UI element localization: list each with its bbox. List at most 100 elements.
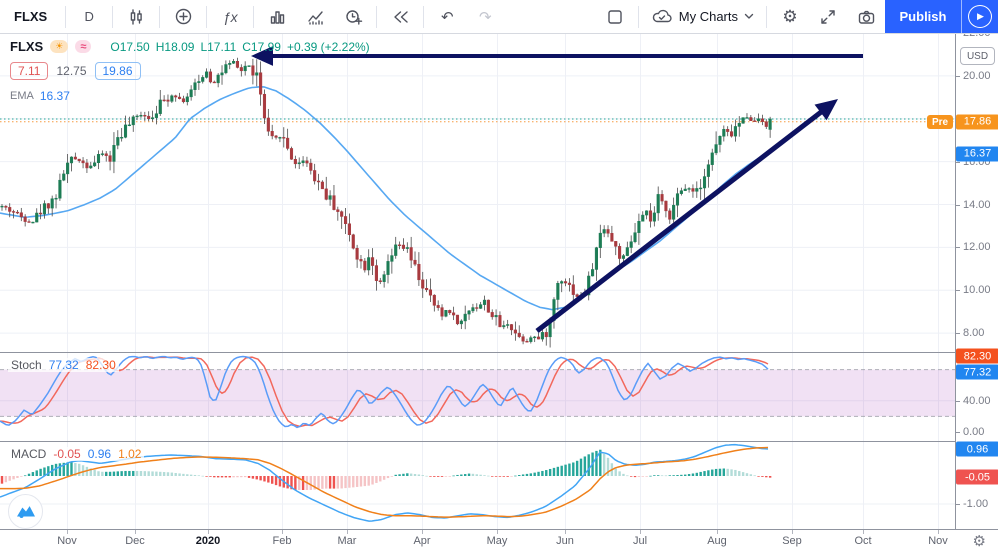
price-badge: -0.05 [956,469,998,485]
indicators-button[interactable]: ƒx [211,4,249,30]
time-tick [135,530,136,534]
redo-icon: ↷ [478,8,492,26]
forecast-button[interactable] [296,4,334,30]
time-tick [565,530,566,534]
my-charts-button[interactable]: My Charts [643,8,762,26]
price-badge: 16.37 [956,146,998,162]
stoch-k-value: 77.32 [48,358,79,372]
price-axis[interactable]: USD 22.0020.0016.0014.0012.0010.008.0040… [955,27,998,529]
toolbar-right-group: My Charts ⚙ Publish ▶ [596,0,998,33]
replay-icon [394,10,408,23]
range-mid-value: 12.75 [56,64,87,78]
undo-button[interactable]: ↶ [428,4,466,30]
time-label: Nov [57,535,77,547]
compare-plus-icon [175,8,191,25]
approx-data-icon: ≈ [75,40,92,53]
macd-signal-value: 1.02 [118,447,142,461]
price-tick-label: 14.00 [956,199,998,211]
ohlc-values: O17.50 H18.09 L17.11 C17.99 +0.39 (+2.22… [110,40,369,54]
settings-gear-icon: ⚙ [782,7,798,26]
separator [159,5,161,28]
change-value: +0.39 (+2.22%) [286,39,370,54]
currency-pill[interactable]: USD [960,47,995,65]
my-charts-label: My Charts [678,9,738,24]
legend-row-range: 7.11 12.75 19.86 [10,62,370,80]
low-value: L17.11 [200,39,237,54]
time-label: Sep [782,535,802,547]
range-low-box: 7.11 [10,62,49,80]
price-badge: 0.96 [956,441,998,457]
chart-style-button[interactable] [117,4,155,30]
ema-label[interactable]: EMA [10,90,34,102]
time-tick [422,530,423,534]
alert-button[interactable] [334,4,372,30]
time-tick [717,530,718,534]
fullscreen-button[interactable] [809,4,847,30]
replay-button[interactable] [381,4,419,30]
tradingview-logo[interactable] [8,494,43,529]
legend-symbol[interactable]: FLXS [10,39,44,54]
forecast-icon [308,10,323,25]
fullscreen-icon [821,9,835,24]
snapshot-button[interactable] [847,4,885,30]
cloud-check-icon [652,9,672,22]
price-tick-label: 8.00 [956,327,998,339]
macd-hist-value: -0.05 [53,447,81,461]
stoch-legend[interactable]: Stoch 77.32 82.30 [8,358,119,372]
macd-label: MACD [11,447,47,461]
publish-play-button[interactable]: ▶ [961,0,998,33]
time-label: Mar [337,535,357,547]
time-label: Jun [556,535,574,547]
time-tick [792,530,793,534]
price-badge: 77.32 [956,364,998,380]
separator [112,5,114,28]
macd-legend[interactable]: MACD -0.05 0.96 1.02 [8,447,145,461]
macd-line-value: 0.96 [87,447,112,461]
indicators-fx-icon: ƒx [222,8,238,25]
separator [206,5,208,28]
close-value: C17.99 [242,39,281,54]
candles-icon [130,8,143,25]
time-label: 2020 [195,535,221,547]
price-badge: 82.30 [956,348,998,364]
time-tick [67,530,68,534]
price-tick-label: -1.00 [956,498,998,510]
bar-templates-icon [271,10,285,24]
toolbar-left-group: FLXS D ƒx ↶ ↷ [0,0,504,33]
stoch-label: Stoch [11,358,42,372]
stoch-d-value: 82.30 [85,358,116,372]
compare-button[interactable] [164,4,202,30]
symbol-legend: FLXS ☀ ≈ O17.50 H18.09 L17.11 C17.99 +0.… [10,39,370,103]
chevron-down-icon [744,13,754,19]
price-tick-label: 20.00 [956,70,998,82]
layout-button[interactable] [596,4,634,30]
time-tick [640,530,641,534]
tradingview-logo-icon [16,505,35,518]
price-tick-label: 10.00 [956,284,998,296]
interval-button[interactable]: D [84,9,94,24]
price-badge: 17.86 [956,114,998,130]
time-label: Feb [272,535,292,547]
time-label: Aug [707,535,727,547]
chart-settings-button[interactable]: ⚙ [771,4,809,30]
templates-button[interactable] [258,4,296,30]
time-axis-gear-icon[interactable]: ⚙ [972,533,986,550]
time-axis[interactable]: ⚙ Nov Dec 2020 Feb Mar Apr May Jun Jul Aug Sep Oct N… [0,529,998,552]
time-label: Apr [413,535,431,547]
ema-value: 16.37 [39,89,70,103]
time-label: Jul [632,535,648,547]
range-high-box: 19.86 [94,62,141,80]
time-tick [863,530,864,534]
separator [637,5,639,28]
premarket-sun-icon: ☀ [50,40,69,53]
camera-icon [858,10,874,24]
time-label: Dec [125,535,145,547]
time-label: Nov [928,535,948,547]
redo-button[interactable]: ↷ [466,4,504,30]
publish-button[interactable]: Publish [885,0,961,33]
alert-clock-icon [346,10,362,25]
pre-market-pill: Pre [927,115,953,129]
symbol-button[interactable]: FLXS [14,9,48,24]
